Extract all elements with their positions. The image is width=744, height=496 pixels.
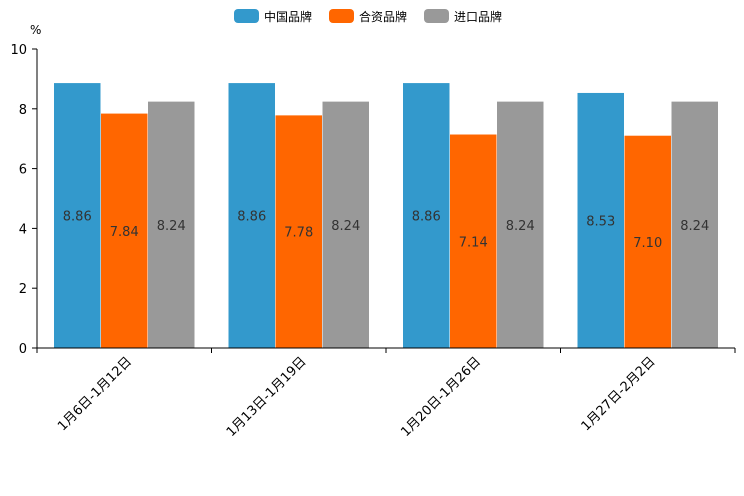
bar-value-label: 7.14 — [459, 235, 488, 250]
legend-item[interactable]: 中国品牌 — [234, 9, 312, 24]
legend-swatch — [424, 9, 449, 23]
bar — [577, 92, 624, 348]
bar-value-label: 7.78 — [284, 226, 313, 241]
y-tick-label: 0 — [19, 342, 27, 357]
bar-value-label: 8.24 — [331, 219, 360, 234]
legend-swatch — [234, 9, 259, 23]
bar — [228, 83, 275, 348]
bar-value-label: 7.10 — [633, 236, 662, 251]
bar-value-label: 8.86 — [63, 210, 92, 225]
bar — [624, 135, 671, 348]
bars: 8.86 7.84 8.24 8.86 7.78 8.24 8.86 7.14 8.24 8.53… — [54, 83, 718, 349]
bar — [275, 115, 322, 349]
bar-value-label: 8.86 — [412, 210, 441, 225]
legend-item[interactable]: 进口品牌 — [424, 9, 502, 24]
x-category-label: 1月20日-1月26日 — [398, 354, 484, 440]
bar-value-label: 8.53 — [586, 214, 615, 229]
bar — [671, 101, 718, 349]
y-axis: 0 2 4 6 8 10 — [10, 43, 38, 357]
legend-item[interactable]: 合资品牌 — [329, 9, 407, 24]
legend-label: 进口品牌 — [454, 10, 502, 24]
bar — [450, 134, 497, 348]
y-tick-label: 2 — [19, 282, 27, 297]
bar-value-label: 8.24 — [506, 219, 535, 234]
bar-value-label: 8.24 — [157, 219, 186, 234]
x-category-label: 1月6日-1月12日 — [55, 354, 135, 434]
bar — [54, 83, 101, 348]
legend: 中国品牌 合资品牌 进口品牌 — [234, 9, 502, 24]
bar-value-label: 7.84 — [110, 225, 139, 240]
x-axis: 1月6日-1月12日 1月13日-1月19日 1月20日-1月26日 1月27日-2月… — [36, 347, 736, 440]
x-category-label: 1月13日-1月19日 — [224, 354, 310, 440]
bar — [148, 101, 195, 349]
legend-label: 中国品牌 — [264, 9, 312, 24]
bar — [403, 83, 450, 348]
y-axis-unit: % — [30, 23, 41, 37]
legend-label: 合资品牌 — [359, 9, 407, 24]
bar — [497, 101, 544, 349]
x-category-label: 1月27日-2月2日 — [579, 354, 659, 434]
legend-swatch — [329, 9, 354, 23]
bar — [101, 113, 148, 348]
y-tick-label: 10 — [10, 43, 27, 58]
y-tick-label: 4 — [19, 222, 27, 237]
bar-value-label: 8.24 — [680, 219, 709, 234]
y-tick-label: 8 — [19, 103, 27, 118]
bar — [322, 101, 369, 349]
bar-value-label: 8.86 — [237, 210, 266, 225]
y-tick-label: 6 — [19, 163, 27, 178]
